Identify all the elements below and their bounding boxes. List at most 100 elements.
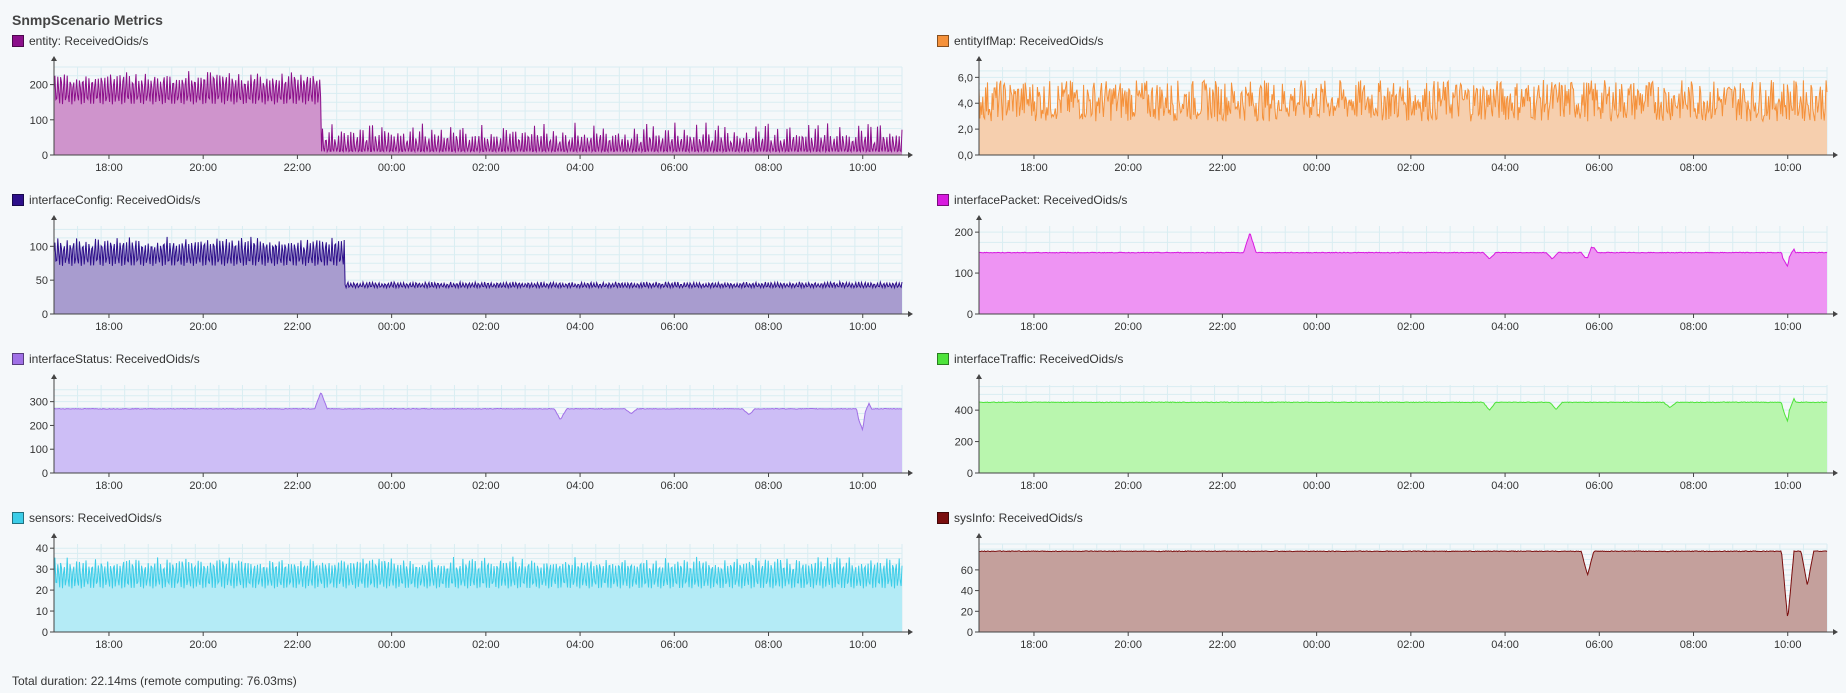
chart-panel: sensors: ReceivedOids/s 0 10 20 30 40 18:00 20:…	[0, 510, 913, 669]
legend-label: interfaceStatus: ReceivedOids/s	[29, 352, 200, 366]
y-tick-label: 60	[961, 565, 973, 577]
y-tick-label: 200	[955, 437, 973, 449]
x-tick-label: 04:00	[566, 162, 594, 174]
total-duration-footer: Total duration: 22.14ms (remote computin…	[12, 674, 297, 688]
x-tick-label: 08:00	[755, 321, 783, 333]
legend[interactable]: interfaceStatus: ReceivedOids/s	[12, 351, 200, 367]
x-tick-label: 00:00	[378, 162, 406, 174]
x-tick-label: 08:00	[1680, 321, 1708, 333]
x-tick-label: 22:00	[1209, 480, 1237, 492]
x-tick-label: 02:00	[1397, 321, 1425, 333]
legend[interactable]: entityIfMap: ReceivedOids/s	[937, 33, 1103, 49]
legend-label: sysInfo: ReceivedOids/s	[954, 511, 1083, 525]
x-tick-label: 02:00	[472, 321, 500, 333]
x-tick-label: 00:00	[1303, 480, 1331, 492]
x-tick-label: 10:00	[1774, 162, 1802, 174]
x-tick-label: 02:00	[472, 480, 500, 492]
y-axis-arrow	[976, 533, 982, 538]
x-tick-label: 22:00	[1209, 321, 1237, 333]
x-axis-arrow	[1833, 470, 1838, 476]
legend-swatch	[937, 194, 949, 206]
x-tick-label: 20:00	[189, 162, 217, 174]
legend-swatch	[12, 512, 24, 524]
x-tick-label: 20:00	[1114, 480, 1142, 492]
y-tick-label: 0	[967, 309, 973, 321]
y-tick-label: 50	[36, 275, 48, 287]
x-tick-label: 08:00	[1680, 162, 1708, 174]
series-line	[979, 550, 1828, 617]
x-tick-label: 04:00	[566, 321, 594, 333]
y-axis-arrow	[51, 533, 57, 538]
x-tick-label: 18:00	[1020, 639, 1048, 651]
series-line	[53, 392, 903, 432]
legend[interactable]: sensors: ReceivedOids/s	[12, 510, 162, 526]
x-tick-label: 04:00	[1491, 639, 1519, 651]
legend-swatch	[12, 353, 24, 365]
y-tick-label: 0,0	[958, 150, 973, 162]
x-tick-label: 06:00	[661, 480, 689, 492]
legend[interactable]: interfacePacket: ReceivedOids/s	[937, 192, 1127, 208]
legend-swatch	[937, 353, 949, 365]
x-tick-label: 18:00	[95, 321, 123, 333]
x-tick-label: 02:00	[1397, 480, 1425, 492]
x-tick-label: 04:00	[1491, 321, 1519, 333]
x-tick-label: 04:00	[1491, 162, 1519, 174]
chart-panel: interfaceConfig: ReceivedOids/s 0 50 100 18:…	[0, 192, 913, 351]
y-tick-label: 200	[30, 420, 48, 432]
legend[interactable]: interfaceTraffic: ReceivedOids/s	[937, 351, 1123, 367]
legend[interactable]: entity: ReceivedOids/s	[12, 33, 148, 49]
y-tick-label: 0	[42, 627, 48, 639]
legend[interactable]: interfaceConfig: ReceivedOids/s	[12, 192, 200, 208]
x-tick-label: 02:00	[472, 639, 500, 651]
y-tick-label: 20	[961, 606, 973, 618]
x-tick-label: 00:00	[378, 480, 406, 492]
legend-swatch	[937, 512, 949, 524]
y-axis-arrow	[976, 374, 982, 379]
chart-plot: 0,0 2,0 4,0 6,0 18:00 20:00 22:00 00:00 02:00 04:…	[958, 56, 1838, 174]
chart-plot: 0 100 200 18:00 20:00 22:00 00:00 02:00 04:00 06:…	[955, 215, 1838, 333]
y-tick-label: 200	[30, 80, 48, 92]
legend-label: interfaceConfig: ReceivedOids/s	[29, 193, 201, 207]
chart-panel: interfaceTraffic: ReceivedOids/s 0 200 400 1…	[925, 351, 1838, 510]
series-line	[53, 556, 903, 589]
y-tick-label: 300	[30, 397, 48, 409]
x-tick-label: 04:00	[1491, 480, 1519, 492]
x-tick-label: 22:00	[284, 321, 312, 333]
x-tick-label: 00:00	[1303, 321, 1331, 333]
chart-panel: sysInfo: ReceivedOids/s 20 40 60 0 18:00 20:00…	[925, 510, 1838, 669]
x-tick-label: 08:00	[755, 639, 783, 651]
chart-plot: 0 200 400 18:00 20:00 22:00 00:00 02:00 04:00 06:…	[955, 374, 1838, 492]
y-axis-arrow	[51, 215, 57, 220]
series-area	[54, 393, 902, 473]
y-tick-label: 0	[42, 150, 48, 162]
legend-swatch	[12, 35, 24, 47]
y-tick-label: 100	[30, 444, 48, 456]
series-area	[979, 550, 1827, 632]
chart-panel: interfaceStatus: ReceivedOids/s 0 100 200 30…	[0, 351, 913, 510]
x-tick-label: 22:00	[284, 480, 312, 492]
x-tick-label: 08:00	[755, 480, 783, 492]
x-tick-label: 22:00	[284, 639, 312, 651]
x-tick-label: 06:00	[1586, 639, 1614, 651]
x-tick-label: 08:00	[1680, 639, 1708, 651]
x-tick-label: 18:00	[95, 162, 123, 174]
chart-plot: 0 10 20 30 40 18:00 20:00 22:00 00:00 02:00 04:00 0…	[36, 533, 913, 651]
x-tick-label: 08:00	[755, 162, 783, 174]
legend-swatch	[12, 194, 24, 206]
y-tick-label: 20	[36, 585, 48, 597]
series-line	[53, 236, 903, 290]
y-tick-label: 0	[967, 468, 973, 480]
legend[interactable]: sysInfo: ReceivedOids/s	[937, 510, 1083, 526]
legend-swatch	[937, 35, 949, 47]
x-axis-arrow	[1833, 629, 1838, 635]
x-tick-label: 20:00	[189, 639, 217, 651]
x-axis-arrow	[1833, 152, 1838, 158]
legend-label: sensors: ReceivedOids/s	[29, 511, 162, 525]
series-line	[978, 233, 1828, 268]
x-tick-label: 10:00	[849, 480, 877, 492]
x-tick-label: 02:00	[472, 162, 500, 174]
x-tick-label: 10:00	[1774, 639, 1802, 651]
x-tick-label: 22:00	[1209, 639, 1237, 651]
x-tick-label: 06:00	[661, 639, 689, 651]
y-tick-label: 100	[30, 115, 48, 127]
